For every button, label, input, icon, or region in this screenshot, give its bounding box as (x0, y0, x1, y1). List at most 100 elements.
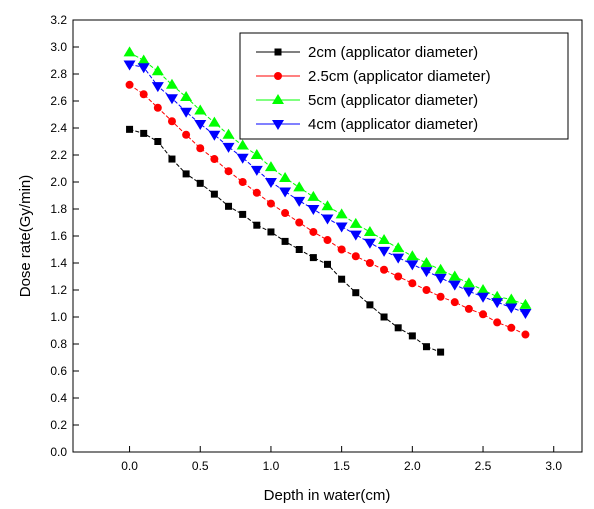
data-point (378, 246, 391, 257)
data-point (394, 324, 402, 332)
data-point (165, 94, 178, 105)
data-point (125, 80, 134, 89)
y-tick-label: 0.2 (50, 418, 67, 432)
x-tick-label: 1.0 (263, 459, 280, 473)
data-point (196, 144, 205, 153)
legend-box (239, 32, 569, 140)
y-tick-label: 1.8 (50, 202, 67, 216)
data-point (380, 313, 388, 321)
y-tick-label: 0.0 (50, 445, 67, 459)
legend-item-5cm-applicator-diameter: 5cm (applicator diameter) (256, 92, 478, 109)
data-point (194, 104, 207, 115)
data-point (324, 260, 331, 268)
data-point (137, 63, 150, 74)
data-point (139, 90, 148, 99)
data-point (224, 167, 233, 176)
data-point (165, 78, 178, 89)
y-tick-label: 2.2 (50, 148, 67, 162)
data-point (253, 221, 261, 229)
x-tick-label: 3.0 (545, 459, 562, 473)
data-point (420, 257, 433, 267)
x-axis-title: Depth in water(cm) (264, 487, 391, 504)
data-point (137, 54, 150, 65)
y-tick-label: 1.4 (50, 256, 67, 270)
data-point (477, 284, 490, 294)
data-point (337, 245, 346, 254)
data-point (238, 178, 247, 186)
x-tick-label: 1.5 (333, 459, 350, 473)
x-tick-label: 0.5 (192, 459, 209, 473)
data-point (351, 252, 360, 261)
x-tick-label: 0.0 (121, 459, 138, 473)
series-2cm-applicator-diameter (126, 125, 445, 356)
series-2-5cm-applicator-diameter (125, 80, 530, 339)
data-point (266, 199, 275, 208)
data-point (335, 222, 348, 233)
data-point (519, 298, 532, 309)
data-point (123, 60, 136, 71)
x-tick-label: 2.5 (475, 459, 492, 473)
data-point (406, 250, 419, 261)
data-point (194, 119, 207, 130)
series-4cm-applicator-diameter (123, 60, 532, 319)
data-point (406, 260, 419, 271)
x-tick-label: 2.0 (404, 459, 421, 473)
data-point (505, 303, 518, 314)
data-point (307, 190, 320, 201)
legend-label: 2cm (applicator diameter) (308, 44, 478, 61)
data-point (363, 238, 376, 249)
data-point (154, 138, 162, 145)
data-point (239, 210, 247, 218)
y-tick-label: 2.8 (50, 67, 67, 81)
data-point (366, 301, 374, 309)
data-point (210, 190, 218, 198)
data-point (153, 103, 162, 112)
data-point (222, 128, 235, 139)
data-point (250, 165, 263, 176)
data-point (151, 65, 164, 76)
data-point (392, 242, 405, 253)
data-point (352, 289, 360, 297)
series-layer (123, 46, 532, 356)
data-point (267, 228, 275, 236)
legend-label: 4cm (applicator diameter) (308, 116, 478, 133)
data-point (309, 227, 318, 236)
data-point (321, 200, 334, 211)
data-point (394, 272, 403, 281)
data-point (392, 253, 405, 264)
data-point (434, 263, 447, 274)
y-tick-label: 2.4 (50, 121, 67, 135)
y-tick-label: 1.6 (50, 229, 67, 243)
y-tick-label: 0.4 (50, 391, 67, 405)
data-point (450, 298, 459, 307)
y-tick-label: 2.6 (50, 94, 67, 108)
data-point (295, 218, 304, 227)
data-point (380, 265, 389, 274)
data-point (250, 149, 263, 159)
data-point (225, 202, 233, 210)
data-point (462, 277, 475, 288)
data-point (196, 179, 204, 187)
data-point (151, 82, 164, 93)
data-point (434, 273, 447, 284)
series-5cm-applicator-diameter (123, 46, 532, 309)
data-point (210, 155, 219, 164)
y-tick-label: 3.0 (50, 40, 67, 54)
data-point (420, 267, 433, 278)
data-point (464, 304, 473, 313)
data-point (323, 236, 332, 245)
data-point (349, 230, 362, 241)
data-point (264, 178, 277, 188)
legend-label: 5cm (applicator diameter) (308, 92, 478, 109)
data-point (349, 217, 362, 228)
data-point (309, 254, 317, 262)
data-point (293, 196, 306, 207)
data-point (295, 246, 303, 253)
data-point (293, 181, 306, 192)
y-axis: 0.0 0.2 0.4 0.6 0.8 1.0 1.2 1.4 1.6 1.8 2.0 2.2 2.4 2… (50, 13, 79, 459)
y-axis-title: Dose rate(Gy/min) (17, 175, 34, 298)
y-tick-label: 1.0 (50, 310, 67, 324)
data-point (208, 130, 221, 141)
data-point (307, 205, 320, 215)
